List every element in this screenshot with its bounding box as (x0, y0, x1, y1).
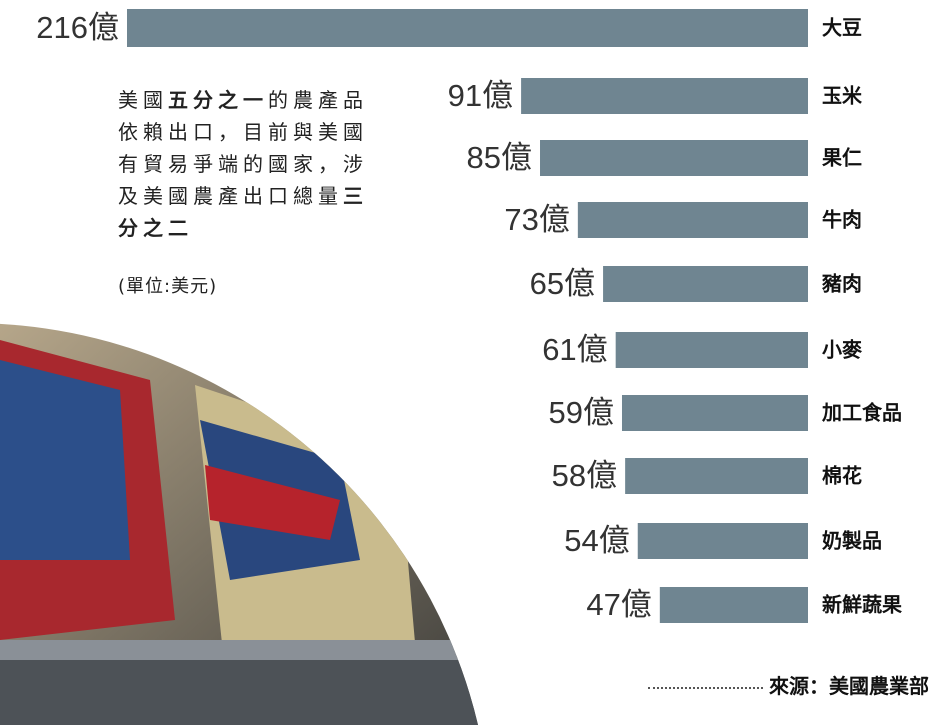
value-label: 61億 (542, 332, 607, 367)
bar (540, 140, 808, 176)
description-segment: 五分之一 (168, 88, 268, 112)
photo (0, 323, 492, 725)
category-label: 牛肉 (822, 208, 862, 232)
bar (659, 587, 808, 623)
bar (625, 458, 808, 494)
value-label: 65億 (530, 266, 595, 301)
value-label: 58億 (552, 458, 617, 493)
bar (577, 202, 808, 238)
category-label: 奶製品 (822, 529, 882, 553)
description-segment: 美國 (118, 88, 168, 112)
bar (603, 266, 808, 302)
category-label: 新鮮蔬果 (822, 593, 902, 617)
description-segment: 的農產品依賴出口，目前與美國有貿易爭端的國家，涉及美國農產出口總量 (118, 88, 368, 208)
value-label: 73億 (504, 202, 569, 237)
unit-note: (單位:美元) (118, 276, 218, 297)
category-label: 玉米 (822, 84, 863, 108)
category-label: 豬肉 (821, 272, 862, 296)
bar (521, 78, 808, 114)
description: 美國五分之一的農產品依賴出口，目前與美國有貿易爭端的國家，涉及美國農產出口總量三… (118, 84, 368, 244)
category-label: 加工食品 (821, 401, 902, 425)
category-label: 棉花 (822, 464, 862, 488)
category-label: 小麥 (822, 338, 863, 362)
value-label: 59億 (549, 395, 614, 430)
value-label: 216億 (36, 10, 119, 45)
category-label: 果仁 (822, 146, 862, 170)
bar (127, 9, 808, 47)
bar (621, 395, 808, 431)
value-label: 85億 (467, 140, 532, 175)
category-label: 大豆 (822, 16, 862, 40)
bar (637, 523, 808, 559)
description-segment: 三分之二 (118, 184, 368, 240)
source: 來源：美國農業部 (648, 670, 929, 699)
value-label: 47億 (586, 587, 651, 622)
value-label: 54億 (564, 523, 629, 558)
value-label: 91億 (448, 78, 513, 113)
bar (615, 332, 808, 368)
